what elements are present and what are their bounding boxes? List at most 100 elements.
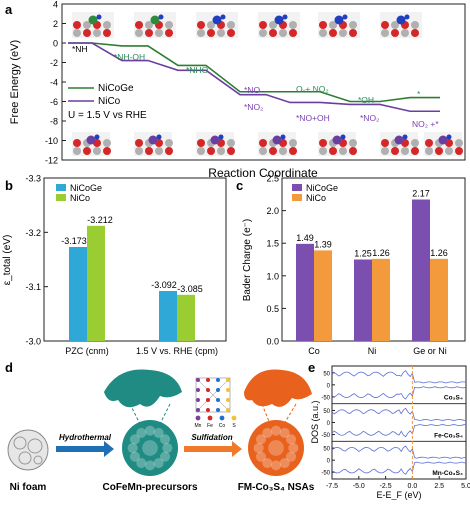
hydrothermal-arrowhead (104, 441, 114, 457)
y-tick-label: 1.5 (266, 239, 279, 249)
y-axis-label-a: Free Energy (eV) (9, 40, 21, 124)
y-ticks-b: -3.0 -3.1 -3.2 -3.3 (25, 174, 48, 347)
series-label: Co₃S₄ (444, 395, 463, 402)
panel-d: d Ni foam Hydrothermal CoFeMn-precursors… (5, 360, 315, 493)
element-swatch (231, 415, 237, 421)
element-label: Co (219, 423, 226, 429)
legend-swatch-nico-c (292, 194, 302, 201)
x-tick-label: 5.0 (461, 483, 470, 490)
sulfidation-arrow (184, 446, 232, 452)
dos-curve-down (331, 461, 467, 475)
adsorbate-atom (86, 135, 96, 145)
atom (259, 21, 267, 29)
crystal-atom (206, 388, 210, 392)
y-ticks-a: 4 2 0 -2 -4 -6 -8 -10 -12 (45, 0, 66, 166)
sphere-petal (153, 427, 164, 439)
series-label: Mn-Co₃S₄ (432, 470, 463, 477)
adsorbate-atom (342, 14, 348, 20)
dos-curve-up (331, 370, 467, 384)
sphere-petal (255, 451, 267, 462)
adsorbate-atom (212, 15, 222, 25)
sphere-petal (279, 457, 290, 469)
atom (135, 139, 143, 147)
adsorbate-atom (438, 135, 448, 145)
dos-curve-up (331, 445, 467, 459)
legend-label-nico-b: NiCo (70, 193, 90, 203)
dos-curve-down (331, 424, 467, 438)
sphere-petal (144, 460, 156, 471)
sphere-petal (288, 442, 299, 454)
atom (445, 147, 453, 155)
crystal-atom (226, 388, 230, 392)
atom (455, 139, 463, 147)
atom (165, 139, 173, 147)
dos-curves: -7.5 -5.0 -2.5 0.0 2.5 5.0 50 0 -50 Co₃S₄ 50 0 -50 Fe… (321, 366, 470, 490)
atom (227, 147, 235, 155)
sphere-center (142, 440, 158, 456)
hydrothermal-label: Hydrothermal (59, 433, 112, 442)
x-tick-label-c: Co (308, 346, 320, 356)
precursors-sphere (122, 403, 178, 476)
atom (411, 21, 419, 29)
atom (135, 21, 143, 29)
x-tick-label: -5.0 (353, 483, 365, 490)
crystal-atom (216, 378, 220, 382)
y-tick-label: 0.5 (266, 304, 279, 314)
crystal-atom (196, 398, 200, 402)
bar (87, 225, 105, 341)
atom (227, 139, 235, 147)
adsorbate-atom (396, 15, 406, 25)
molecule-snapshots-bottom (72, 132, 463, 156)
atom (73, 139, 81, 147)
y-tick-label: -3.2 (25, 228, 41, 238)
atom (259, 29, 267, 37)
atom (411, 29, 419, 37)
adsorbate-atom (446, 134, 452, 140)
atom (319, 147, 327, 155)
sulfidation-arrowhead (232, 441, 242, 457)
data-label: -3.092 (151, 280, 177, 290)
atom (329, 147, 337, 155)
y-tick-label: 1.0 (266, 271, 279, 281)
sphere-petal (136, 457, 147, 469)
data-label: -3.212 (87, 215, 113, 225)
ni-foam-label: Ni foam (10, 482, 47, 493)
atom (289, 29, 297, 37)
y-tick-label: -10 (45, 136, 58, 146)
atom (319, 29, 327, 37)
sphere-petal (279, 427, 290, 439)
element-label: S (232, 423, 236, 429)
panel-label-c: c (236, 178, 243, 193)
atom (349, 139, 357, 147)
crystal-atom (226, 398, 230, 402)
bar (159, 291, 177, 341)
atom (93, 147, 101, 155)
panel-label-e: e (308, 360, 315, 375)
atom (197, 21, 205, 29)
atom (227, 21, 235, 29)
crystal-structure (195, 377, 231, 413)
legend-swatch-nico-b (56, 194, 66, 201)
adsorbate-atom (280, 134, 286, 140)
atom (381, 29, 389, 37)
atom (207, 29, 215, 37)
adsorbate-atom (156, 134, 162, 140)
y-tick-label: -3.1 (25, 282, 41, 292)
adsorbate-atom (96, 14, 102, 20)
series-label: Fe-Co₃S₄ (434, 432, 463, 439)
connector-line (261, 403, 271, 425)
atom (411, 147, 419, 155)
y-tick-label: -50 (321, 471, 330, 477)
atom (289, 139, 297, 147)
sphere-petal (285, 451, 297, 462)
element-swatch (207, 415, 213, 421)
step-label: Oᵥ+ NO₂ (296, 84, 329, 94)
panel-label-d: d (5, 360, 13, 375)
sphere-petal (129, 434, 141, 445)
element-swatch (195, 415, 201, 421)
atom (289, 147, 297, 155)
atom (83, 21, 91, 29)
bar (372, 258, 390, 341)
y-axis-label-b: ε_total (eV) (2, 235, 13, 286)
